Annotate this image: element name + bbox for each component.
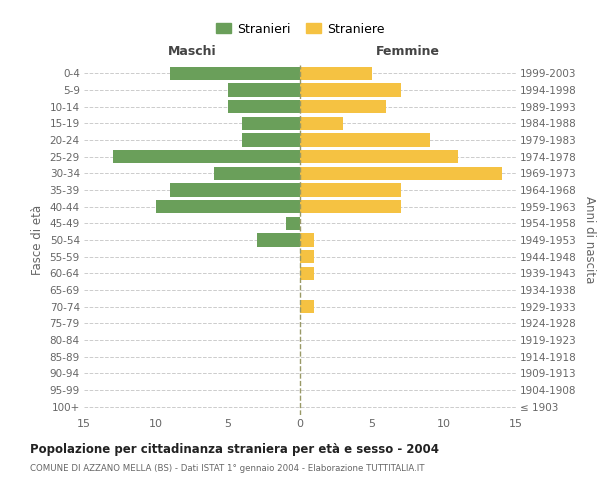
Bar xyxy=(228,84,300,96)
Bar xyxy=(300,184,401,196)
Y-axis label: Fasce di età: Fasce di età xyxy=(31,205,44,275)
Bar xyxy=(300,134,430,146)
Bar xyxy=(257,234,300,246)
Legend: Stranieri, Straniere: Stranieri, Straniere xyxy=(212,19,388,40)
Text: COMUNE DI AZZANO MELLA (BS) - Dati ISTAT 1° gennaio 2004 - Elaborazione TUTTITAL: COMUNE DI AZZANO MELLA (BS) - Dati ISTAT… xyxy=(30,464,425,473)
Bar xyxy=(286,216,300,230)
Bar xyxy=(300,116,343,130)
Bar xyxy=(113,150,300,164)
Bar xyxy=(300,150,458,164)
Bar xyxy=(170,184,300,196)
Bar xyxy=(300,84,401,96)
Bar xyxy=(300,100,386,114)
Text: Popolazione per cittadinanza straniera per età e sesso - 2004: Popolazione per cittadinanza straniera p… xyxy=(30,442,439,456)
Bar xyxy=(300,166,502,180)
Bar xyxy=(170,66,300,80)
Bar xyxy=(300,300,314,314)
Bar xyxy=(214,166,300,180)
Text: Maschi: Maschi xyxy=(167,45,217,58)
Bar xyxy=(300,250,314,264)
Bar xyxy=(300,266,314,280)
Bar xyxy=(242,116,300,130)
Y-axis label: Anni di nascita: Anni di nascita xyxy=(583,196,596,284)
Bar xyxy=(300,234,314,246)
Bar xyxy=(156,200,300,213)
Text: Femmine: Femmine xyxy=(376,45,440,58)
Bar xyxy=(242,134,300,146)
Bar xyxy=(228,100,300,114)
Bar xyxy=(300,66,372,80)
Bar xyxy=(300,200,401,213)
